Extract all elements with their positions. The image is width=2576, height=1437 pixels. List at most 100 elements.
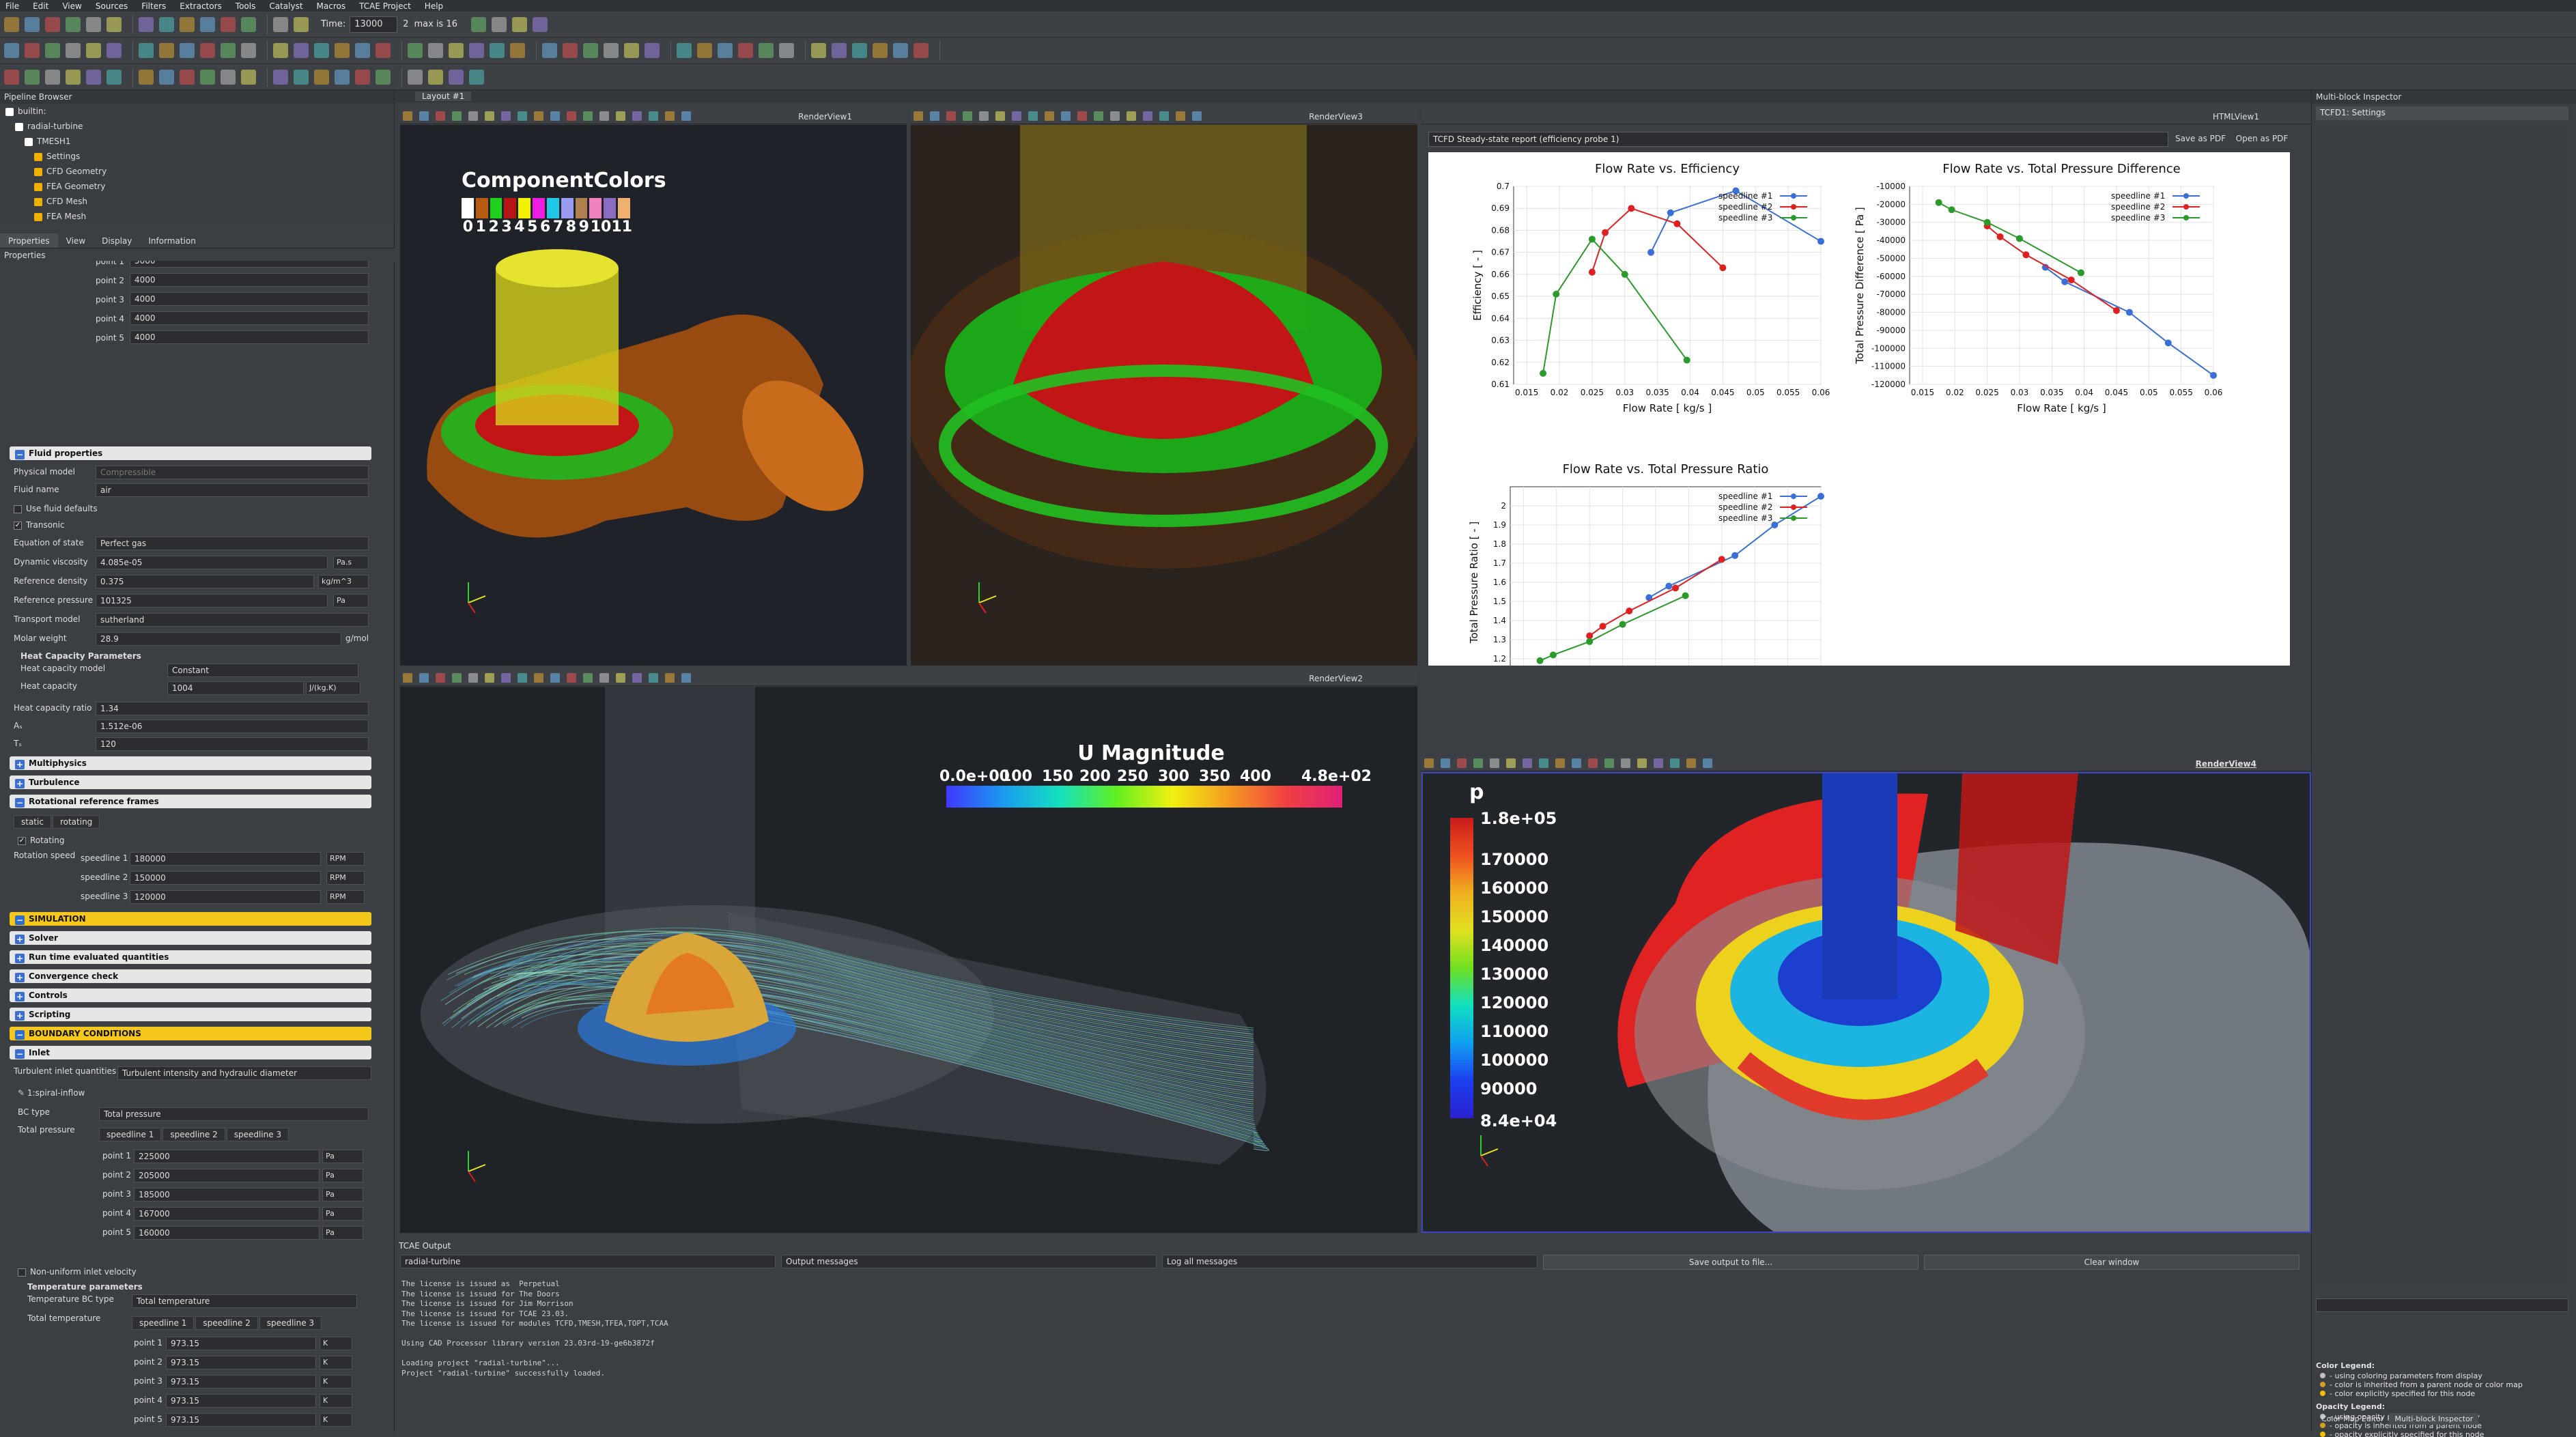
- toolbar-icon[interactable]: [355, 69, 370, 85]
- view-toolbar-icon[interactable]: [1094, 111, 1103, 121]
- view-toolbar-icon[interactable]: [979, 111, 989, 121]
- view-toolbar-icon[interactable]: [665, 673, 675, 683]
- toolbar-icon[interactable]: [738, 43, 753, 58]
- view-toolbar-icon[interactable]: [930, 111, 939, 121]
- view-toolbar-icon[interactable]: [403, 111, 412, 121]
- multiphysics-section[interactable]: + Multiphysics: [10, 756, 371, 770]
- view-toolbar-icon[interactable]: [946, 111, 956, 121]
- view-toolbar-icon[interactable]: [518, 673, 527, 683]
- toolbar-icon[interactable]: [469, 69, 484, 85]
- dynamic-viscosity-field[interactable]: 4.085e-05: [96, 556, 328, 569]
- view-toolbar-icon[interactable]: [468, 673, 478, 683]
- view-toolbar-icon[interactable]: [501, 111, 511, 121]
- turbulent-inlet-select[interactable]: Turbulent intensity and hydraulic diamet…: [117, 1066, 371, 1080]
- toolbar-icon[interactable]: [914, 43, 929, 58]
- heat-capacity-model-select[interactable]: Constant: [167, 664, 358, 677]
- view-toolbar-icon[interactable]: [1143, 111, 1152, 121]
- menu-catalyst[interactable]: Catalyst: [269, 1, 303, 11]
- view-toolbar-icon[interactable]: [1555, 758, 1565, 768]
- simulation-section[interactable]: − SIMULATION: [10, 912, 371, 926]
- toolbar-icon[interactable]: [4, 43, 19, 58]
- report-select[interactable]: TCFD Steady-state report (efficiency pro…: [1428, 132, 2168, 147]
- menu-filters[interactable]: Filters: [141, 1, 167, 11]
- heat-capacity-ratio-field[interactable]: 1.34: [96, 702, 369, 715]
- tt-point-field[interactable]: 973.15: [166, 1356, 316, 1369]
- menu-macros[interactable]: Macros: [316, 1, 346, 11]
- tt-point-unit[interactable]: K: [320, 1375, 352, 1389]
- view-toolbar-icon[interactable]: [1670, 758, 1680, 768]
- view-toolbar-icon[interactable]: [518, 111, 527, 121]
- controls-section[interactable]: + Controls: [10, 988, 371, 1002]
- speedline-field[interactable]: 120000: [130, 890, 321, 904]
- speedline-tab[interactable]: speedline 1: [99, 1128, 162, 1141]
- tt-point-field[interactable]: 973.15: [166, 1337, 316, 1350]
- speedline-unit[interactable]: RPM: [326, 871, 365, 885]
- view-toolbar-icon[interactable]: [599, 673, 609, 683]
- point-value[interactable]: 5000: [130, 261, 369, 268]
- toolbar-icon[interactable]: [542, 43, 557, 58]
- tp-point-field[interactable]: 167000: [134, 1207, 320, 1221]
- toolbar-icon[interactable]: [408, 43, 423, 58]
- molar-field[interactable]: 28.9: [96, 632, 341, 646]
- toolbar-icon[interactable]: [45, 43, 60, 58]
- toolbar-icon[interactable]: [294, 43, 309, 58]
- tt-point-field[interactable]: 973.15: [166, 1413, 316, 1427]
- toolbar-icon[interactable]: [241, 43, 256, 58]
- toolbar-icon[interactable]: [604, 43, 619, 58]
- view-toolbar-icon[interactable]: [1703, 758, 1712, 768]
- renderview3[interactable]: [911, 125, 1417, 666]
- physical-model-select[interactable]: Compressible: [96, 466, 369, 479]
- temp-bc-select[interactable]: Total temperature: [132, 1294, 357, 1308]
- view-toolbar-icon[interactable]: [1028, 111, 1038, 121]
- ref-pressure-field[interactable]: 101325: [96, 594, 328, 608]
- view-toolbar-icon[interactable]: [419, 111, 429, 121]
- toolbar-icon[interactable]: [376, 69, 391, 85]
- ref-density-unit[interactable]: kg/m^3: [318, 575, 369, 588]
- output-level-select[interactable]: Log all messages: [1162, 1255, 1538, 1268]
- fluid-properties-section[interactable]: − Fluid properties: [10, 446, 371, 460]
- view-toolbar-icon[interactable]: [649, 111, 658, 121]
- view-toolbar-icon[interactable]: [1473, 758, 1483, 768]
- point-value[interactable]: 4000: [130, 292, 369, 306]
- solver-section[interactable]: + Solver: [10, 931, 371, 945]
- toolbar-icon[interactable]: [510, 43, 525, 58]
- menu-tcae-project[interactable]: TCAE Project: [359, 1, 411, 11]
- tp-point-unit[interactable]: Pa: [322, 1207, 363, 1221]
- rotation-tab-rotating[interactable]: rotating: [52, 815, 100, 829]
- toolbar-icon[interactable]: [294, 69, 309, 85]
- toolbar-icon[interactable]: [139, 43, 154, 58]
- open-as-pdf-button[interactable]: Open as PDF: [2235, 134, 2289, 143]
- tp-point-unit[interactable]: Pa: [322, 1188, 363, 1201]
- view-toolbar-icon[interactable]: [649, 673, 658, 683]
- toolbar-icon[interactable]: [873, 43, 888, 58]
- tt-point-unit[interactable]: K: [320, 1394, 352, 1408]
- renderview4[interactable]: p 1.8e+05 170000 160000 150000 140000 130000 1…: [1421, 772, 2311, 1233]
- toolbar-icon[interactable]: [159, 43, 174, 58]
- speedline-unit[interactable]: RPM: [326, 890, 365, 904]
- ts-field[interactable]: 120: [96, 737, 369, 751]
- view-toolbar-icon[interactable]: [550, 673, 560, 683]
- view-toolbar-icon[interactable]: [1077, 111, 1087, 121]
- toolbar-icon[interactable]: [376, 43, 391, 58]
- toolbar-icon[interactable]: [852, 43, 867, 58]
- view-toolbar-icon[interactable]: [1621, 758, 1630, 768]
- toolbar-icon[interactable]: [180, 43, 195, 58]
- toolbar-icon[interactable]: [512, 16, 527, 32]
- view-toolbar-icon[interactable]: [1176, 111, 1185, 121]
- view-toolbar-icon[interactable]: [1457, 758, 1467, 768]
- transport-select[interactable]: sutherland: [96, 613, 369, 627]
- pipeline-item[interactable]: builtin:: [5, 104, 394, 119]
- toolbar-icon[interactable]: [180, 16, 195, 32]
- view-toolbar-icon[interactable]: [1490, 758, 1499, 768]
- speedline-tab[interactable]: speedline 3: [226, 1128, 289, 1141]
- toolbar-icon[interactable]: [107, 69, 122, 85]
- view-toolbar-icon[interactable]: [1127, 111, 1136, 121]
- toolbar-icon[interactable]: [811, 43, 826, 58]
- view-toolbar-icon[interactable]: [485, 111, 494, 121]
- save-as-pdf-button[interactable]: Save as PDF: [2175, 134, 2226, 143]
- eos-select[interactable]: Perfect gas: [96, 537, 369, 550]
- turbulence-section[interactable]: + Turbulence: [10, 776, 371, 789]
- dynamic-viscosity-unit[interactable]: Pa.s: [333, 556, 369, 569]
- toolbar-icon[interactable]: [200, 69, 215, 85]
- output-source-select[interactable]: radial-turbine: [400, 1255, 776, 1268]
